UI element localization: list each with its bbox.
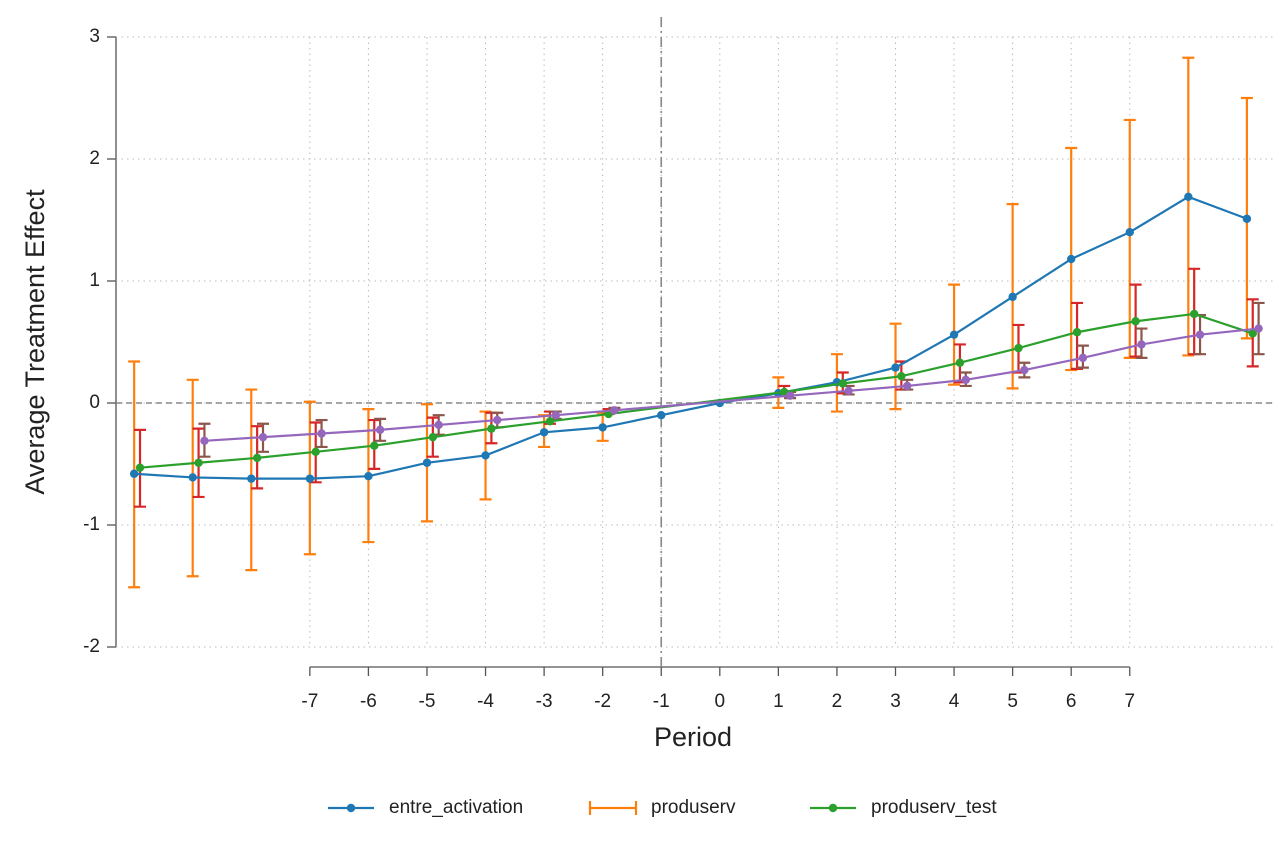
marker bbox=[657, 411, 666, 420]
series-line bbox=[134, 195, 1248, 480]
marker bbox=[838, 379, 847, 388]
marker bbox=[375, 425, 385, 435]
marker bbox=[194, 458, 203, 467]
marker bbox=[1125, 228, 1134, 237]
legend-label: entre_activation bbox=[389, 797, 523, 818]
marker bbox=[317, 429, 326, 438]
marker bbox=[428, 432, 438, 442]
y-tick-label: 0 bbox=[89, 392, 100, 413]
marker bbox=[1254, 324, 1263, 333]
marker bbox=[1014, 343, 1023, 353]
marker bbox=[1184, 192, 1193, 202]
series-line bbox=[139, 312, 1254, 469]
marker bbox=[891, 363, 900, 372]
y-tick-label: 2 bbox=[89, 148, 100, 169]
marker bbox=[1131, 317, 1140, 326]
x-tick-label: -2 bbox=[594, 691, 611, 712]
marker bbox=[598, 423, 607, 432]
marker bbox=[487, 424, 496, 433]
x-tick-label: 3 bbox=[890, 691, 901, 712]
marker bbox=[1066, 254, 1076, 264]
marker bbox=[252, 453, 262, 463]
x-tick-label: 0 bbox=[715, 691, 726, 712]
marker bbox=[135, 463, 145, 472]
x-tick-label: -7 bbox=[301, 691, 318, 712]
legend-item: produserv_test bbox=[810, 797, 997, 818]
marker bbox=[364, 472, 373, 481]
marker bbox=[481, 451, 490, 460]
y-tick-label: 1 bbox=[89, 270, 100, 291]
marker bbox=[370, 441, 379, 450]
legend-label: produserv bbox=[651, 797, 736, 818]
marker bbox=[949, 330, 959, 339]
marker bbox=[1248, 329, 1257, 338]
x-tick-label: 4 bbox=[949, 691, 960, 712]
marker bbox=[1195, 330, 1205, 339]
marker bbox=[1242, 214, 1252, 223]
marker bbox=[785, 391, 795, 400]
marker bbox=[961, 375, 970, 385]
marker bbox=[844, 386, 853, 395]
x-tick-label: -6 bbox=[360, 691, 377, 712]
marker bbox=[129, 469, 139, 478]
y-tick-label: -1 bbox=[83, 514, 100, 535]
legend-item: entre_activation bbox=[328, 797, 523, 818]
marker bbox=[1072, 328, 1082, 337]
marker bbox=[311, 447, 320, 456]
marker bbox=[200, 436, 209, 446]
x-tick-label: 5 bbox=[1007, 691, 1018, 712]
marker bbox=[955, 358, 965, 367]
marker bbox=[903, 381, 912, 391]
marker bbox=[1189, 309, 1199, 319]
marker bbox=[493, 415, 502, 425]
error-bar bbox=[1182, 56, 1195, 357]
x-tick-label: 1 bbox=[773, 691, 784, 712]
x-tick-label: 6 bbox=[1066, 691, 1077, 712]
marker bbox=[1078, 353, 1088, 363]
marker bbox=[551, 411, 561, 420]
marker bbox=[539, 428, 549, 437]
marker bbox=[422, 458, 432, 467]
marker bbox=[1137, 340, 1146, 349]
y-tick-label: 3 bbox=[89, 26, 100, 47]
x-tick-label: -3 bbox=[536, 691, 553, 712]
error-bar-path bbox=[1182, 56, 1195, 357]
x-tick-label: -1 bbox=[653, 691, 670, 712]
legend-label: produserv_test bbox=[871, 797, 997, 818]
error-bar bbox=[1123, 118, 1136, 359]
marker bbox=[434, 420, 443, 430]
marker bbox=[1008, 292, 1017, 302]
marker bbox=[1020, 365, 1029, 375]
marker bbox=[610, 406, 619, 415]
marker bbox=[305, 474, 315, 483]
y-axis-title: Average Treatment Effect bbox=[20, 189, 50, 495]
x-tick-label: 7 bbox=[1124, 691, 1135, 712]
y-tick-label: -2 bbox=[83, 636, 100, 657]
marker bbox=[897, 371, 906, 381]
legend-swatch bbox=[346, 803, 356, 813]
marker bbox=[258, 432, 268, 442]
error-bar-path bbox=[1123, 118, 1136, 359]
series-line bbox=[204, 327, 1259, 442]
legend-swatch bbox=[828, 803, 838, 813]
marker bbox=[188, 473, 197, 482]
marker bbox=[545, 417, 555, 426]
x-tick-label: 2 bbox=[832, 691, 843, 712]
x-tick-label: -4 bbox=[477, 691, 494, 712]
marker bbox=[247, 474, 256, 483]
x-tick-label: -5 bbox=[419, 691, 436, 712]
legend-item: produserv bbox=[588, 797, 736, 818]
x-axis-title: Period bbox=[654, 722, 732, 752]
